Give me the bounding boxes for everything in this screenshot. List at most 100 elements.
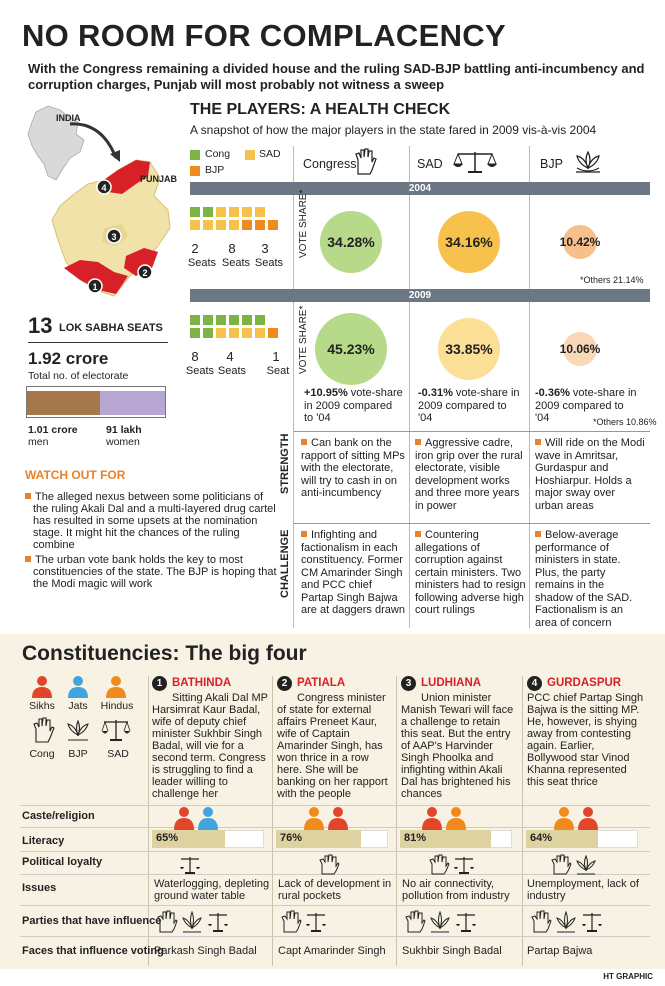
vote-share-label: VOTE SHARE* [298,305,309,374]
party-bjp: BJP [540,157,563,171]
band-2004: 2004 [190,182,650,195]
gurdaspur-region [104,160,150,194]
seat-label: Seats [185,365,215,377]
constituency-desc: Congress minister of state for external … [277,692,388,800]
seat-square [229,220,239,230]
electorate-total: 1.92 crore [28,349,109,368]
challenge-congress: Infighting and factionalism in each cons… [301,529,405,616]
constituency-number: 4 [527,676,542,691]
electorate-label: Total no. of electorate [28,370,129,382]
issues-patiala: Lack of development in rural pockets [278,878,392,902]
seat-label: Seats [254,257,284,269]
legend-sikhs: Sikhs [29,700,55,712]
change-congress: +10.95% vote-share in 2009 compared to '… [304,387,403,424]
row-divider [20,874,650,875]
watch-item: The alleged nexus between some politicia… [25,491,280,551]
india-outline [27,105,85,181]
lotus-icon [576,150,600,173]
divider [409,146,410,628]
strength-sad: Aggressive cadre, iron grip over the rur… [415,437,523,512]
legend-jats: Jats [68,700,88,712]
hand-icon [405,910,426,933]
women-bar [99,391,165,415]
divider [148,676,149,966]
legend-cong: Cong [29,748,55,760]
party-congress: Congress [303,157,357,171]
row-caste: Caste/religion [22,810,95,822]
players-title: THE PLAYERS: A HEALTH CHECK [190,101,451,118]
literacy-bar-fill [276,830,362,848]
legend-sad-swatch [245,150,255,160]
seat-square [190,328,200,338]
seat-square [268,328,278,338]
strength-congress: Can bank on the rapport of sitting MPs w… [301,437,405,499]
seat-square [203,315,213,325]
divider [294,523,650,524]
svg-text:3: 3 [111,232,116,242]
caste-icons [174,807,598,830]
row-loyalty: Political loyalty [22,856,103,868]
seat-label: Seats [217,365,247,377]
gurdaspur-caste [554,807,598,830]
jats-icon [198,807,218,830]
seats-count: 13 [28,313,53,338]
legend-cong: Cong [205,148,231,160]
sikhs-icon [328,807,348,830]
vote-share-label: VOTE SHARE* [298,189,309,258]
jats-icon [68,676,88,698]
seat-label: Seats [187,257,217,269]
sikhs-icon [422,807,442,830]
vote-circle-congress-2004: 34.28% [319,210,383,274]
women-value: 91 lakh women [106,424,142,448]
party-sad: SAD [417,157,443,171]
seat-num: 4 [226,349,234,364]
seat-square [190,315,200,325]
svg-text:1: 1 [92,282,97,292]
big-four-title: Constituencies: The big four [22,642,307,665]
map-markers: 4 3 2 1 [87,179,153,294]
constituency-number: 3 [401,676,416,691]
men-bar [27,391,100,415]
legend-cong-swatch [190,150,200,160]
row-divider [20,905,650,906]
scales-icon [453,152,497,173]
seat-square [242,207,252,217]
hand-icon [281,910,302,933]
issues-ludhiana: No air connectivity, pollution from indu… [402,878,510,902]
hindus-icon [554,807,574,830]
seat-square [190,207,200,217]
faces-bathinda: Parkash Singh Badal [154,945,257,957]
seat-label: Seat [266,365,290,377]
divider [294,431,650,432]
scales-icon [454,857,474,874]
row-divider [20,851,650,852]
seat-square [242,220,252,230]
sikhs-icon [174,807,194,830]
constituency-number: 2 [277,676,292,691]
bathinda-caste [174,807,218,830]
arrow [69,122,118,159]
constituency-desc: Sitting Akali Dal MP Harsimrat Kaur Bada… [152,692,268,800]
hindus-icon [304,807,324,830]
loyalty-icons [180,854,596,875]
hand-icon [157,910,178,933]
row-literacy: Literacy [22,835,65,847]
divider [529,146,530,628]
divider [396,676,397,966]
seat-square [242,328,252,338]
people-legend-icons [32,676,126,698]
seat-square [255,220,265,230]
row-divider [20,936,650,937]
constituency-desc: Union minister Manish Tewari will face a… [401,692,514,800]
lotus-icon [576,854,596,875]
punjab-label: PUNJAB [140,174,178,184]
legend-hindus: Hindus [100,700,134,712]
seat-num: 8 [228,241,236,256]
legend-sad: SAD [107,748,129,760]
divider [293,146,294,628]
legend-sad: SAD [259,148,281,160]
scales-icon [101,720,131,741]
credit: HT GRAPHIC [603,972,653,981]
electorate-bar [26,386,166,418]
lotus-icon [556,910,576,933]
